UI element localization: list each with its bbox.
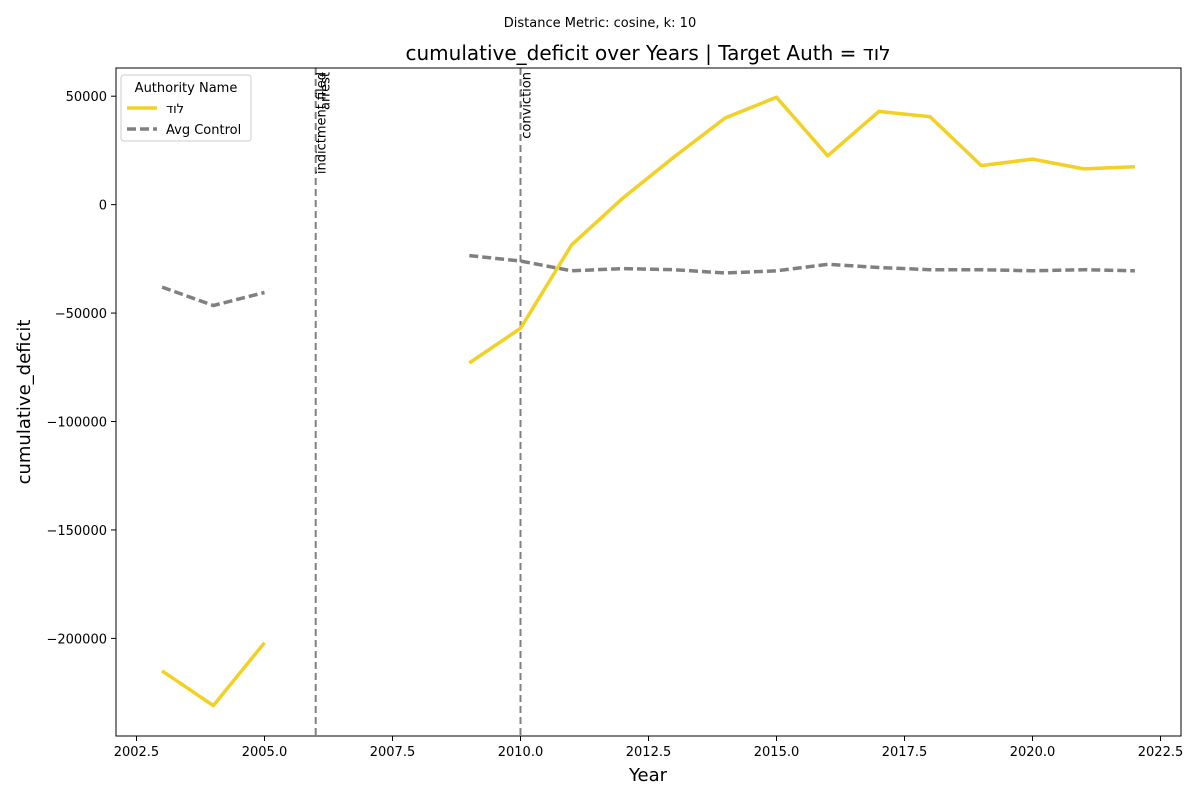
series-line-avg-control	[469, 253, 1135, 275]
y-tick-label: −100000	[46, 416, 107, 431]
legend: Authority Name לוד Avg Control	[120, 74, 252, 142]
chart-suptitle: Distance Metric: cosine, k: 10	[504, 16, 696, 31]
x-tick-label: 2010.0	[498, 745, 544, 760]
x-tick-label: 2005.0	[242, 745, 288, 760]
series-line-lod	[161, 641, 266, 708]
x-tick-label: 2015.0	[754, 745, 800, 760]
y-tick-label: −50000	[55, 307, 107, 322]
y-tick-label: 50000	[66, 90, 107, 105]
event-label: indictment filed	[315, 72, 330, 174]
y-tick-label: −200000	[46, 632, 107, 647]
series-line-lod	[468, 95, 1135, 365]
y-tick-label: 0	[99, 199, 107, 214]
x-axis-title: Year	[628, 765, 668, 786]
x-tick-label: 2007.5	[370, 745, 416, 760]
x-axis-ticks: 2002.5 2005.0 2007.5 2010.0 2012.5 2015.0 2017…	[114, 736, 1184, 760]
x-tick-label: 2017.5	[882, 745, 928, 760]
legend-label-lod: לוד	[166, 102, 184, 117]
legend-label-avg-control: Avg Control	[166, 123, 241, 138]
x-tick-label: 2012.5	[626, 745, 672, 760]
series-line-avg-control	[161, 285, 265, 308]
x-tick-label: 2022.5	[1138, 745, 1184, 760]
y-tick-label: −150000	[46, 524, 107, 539]
x-tick-label: 2020.0	[1010, 745, 1056, 760]
y-axis-ticks: 50000 0 −50000 −100000 −150000 −200000	[46, 90, 116, 647]
event-label: conviction	[519, 72, 534, 139]
x-tick-label: 2002.5	[114, 745, 160, 760]
legend-box	[120, 74, 252, 142]
event-label: arrest	[319, 72, 334, 110]
y-axis-title: cumulative_deficit	[14, 320, 35, 485]
plot-frame	[115, 67, 1182, 737]
chart-title: cumulative_deficit over Years | Target A…	[405, 41, 890, 65]
legend-title: Authority Name	[135, 81, 238, 96]
